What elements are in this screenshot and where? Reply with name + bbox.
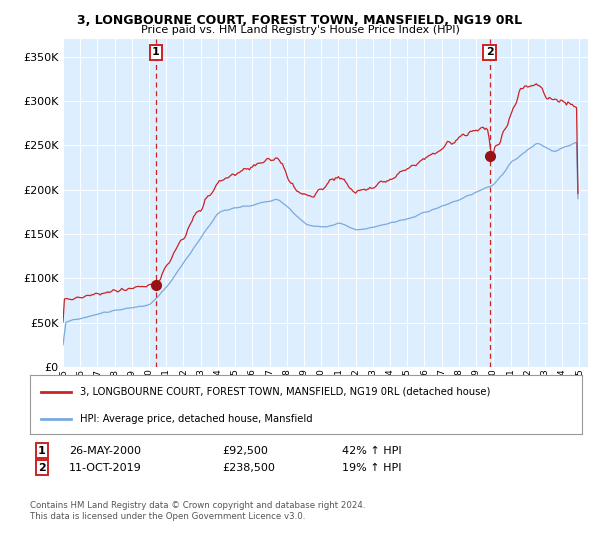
Text: Contains HM Land Registry data © Crown copyright and database right 2024.
This d: Contains HM Land Registry data © Crown c… xyxy=(30,501,365,521)
Text: £92,500: £92,500 xyxy=(222,446,268,456)
Text: 2: 2 xyxy=(485,48,493,58)
Text: £238,500: £238,500 xyxy=(222,463,275,473)
Text: 42% ↑ HPI: 42% ↑ HPI xyxy=(342,446,401,456)
Text: 3, LONGBOURNE COURT, FOREST TOWN, MANSFIELD, NG19 0RL: 3, LONGBOURNE COURT, FOREST TOWN, MANSFI… xyxy=(77,14,523,27)
Text: 11-OCT-2019: 11-OCT-2019 xyxy=(69,463,142,473)
Text: 1: 1 xyxy=(38,446,46,456)
Text: HPI: Average price, detached house, Mansfield: HPI: Average price, detached house, Mans… xyxy=(80,414,313,424)
Text: 2: 2 xyxy=(38,463,46,473)
Text: Price paid vs. HM Land Registry's House Price Index (HPI): Price paid vs. HM Land Registry's House … xyxy=(140,25,460,35)
Text: 1: 1 xyxy=(152,48,160,58)
Text: 19% ↑ HPI: 19% ↑ HPI xyxy=(342,463,401,473)
Text: 26-MAY-2000: 26-MAY-2000 xyxy=(69,446,141,456)
Text: 3, LONGBOURNE COURT, FOREST TOWN, MANSFIELD, NG19 0RL (detached house): 3, LONGBOURNE COURT, FOREST TOWN, MANSFI… xyxy=(80,386,490,396)
